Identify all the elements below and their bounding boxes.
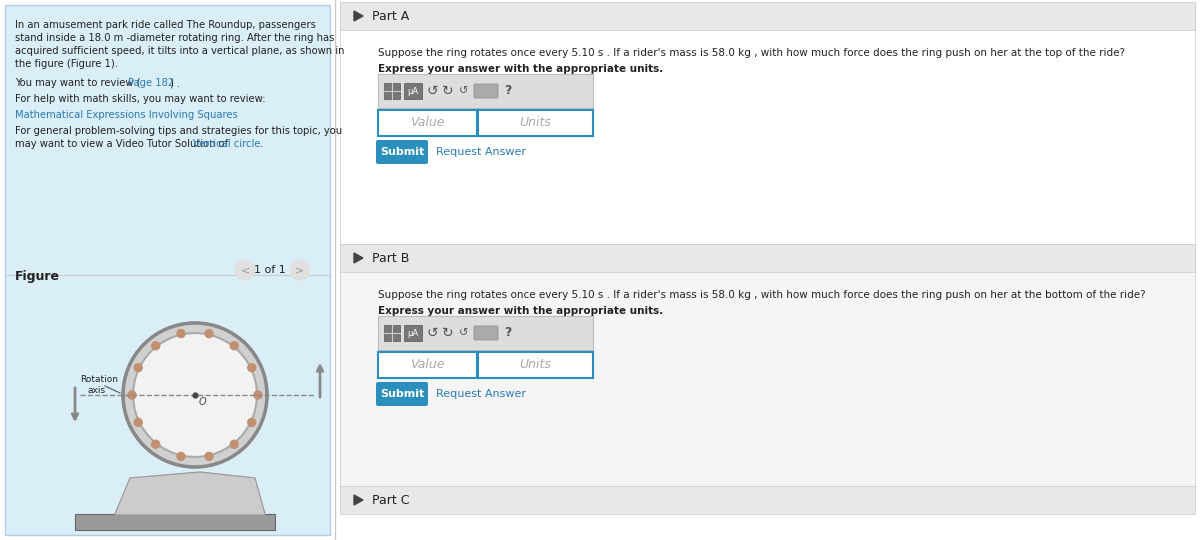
Text: 1 of 1: 1 of 1 <box>254 265 286 275</box>
FancyBboxPatch shape <box>378 316 593 350</box>
Text: may want to view a Video Tutor Solution of: may want to view a Video Tutor Solution … <box>14 139 232 149</box>
Text: stand inside a 18.0 m -diameter rotating ring. After the ring has: stand inside a 18.0 m -diameter rotating… <box>14 33 335 43</box>
Text: .: . <box>260 139 263 149</box>
FancyBboxPatch shape <box>384 83 400 99</box>
FancyBboxPatch shape <box>404 325 422 341</box>
Circle shape <box>230 440 239 448</box>
Circle shape <box>235 260 256 280</box>
Text: Units: Units <box>520 359 551 372</box>
Text: <: < <box>240 265 250 275</box>
Text: Suppose the ring rotates once every 5.10 s . If a rider's mass is 58.0 kg , with: Suppose the ring rotates once every 5.10… <box>378 48 1126 58</box>
Text: Value: Value <box>410 117 445 130</box>
Text: Part C: Part C <box>372 494 409 507</box>
Bar <box>340 0 1195 540</box>
FancyBboxPatch shape <box>74 514 275 530</box>
Polygon shape <box>354 495 364 505</box>
Circle shape <box>151 440 160 448</box>
Circle shape <box>151 342 160 350</box>
Text: Figure: Figure <box>14 270 60 283</box>
FancyBboxPatch shape <box>376 140 428 164</box>
Text: ↺: ↺ <box>426 84 438 98</box>
Text: Express your answer with the appropriate units.: Express your answer with the appropriate… <box>378 306 664 316</box>
Text: acquired sufficient speed, it tilts into a vertical plane, as shown in: acquired sufficient speed, it tilts into… <box>14 46 344 56</box>
Text: Part A: Part A <box>372 10 409 23</box>
Text: Part B: Part B <box>372 252 409 265</box>
Text: Vertical circle: Vertical circle <box>193 139 260 149</box>
Text: Units: Units <box>520 117 551 130</box>
FancyBboxPatch shape <box>378 352 476 378</box>
Bar <box>340 244 1195 486</box>
Text: Request Answer: Request Answer <box>436 147 526 157</box>
Circle shape <box>205 329 214 338</box>
Circle shape <box>247 418 256 427</box>
FancyBboxPatch shape <box>474 84 498 98</box>
FancyBboxPatch shape <box>478 352 593 378</box>
FancyBboxPatch shape <box>378 352 593 378</box>
Text: In an amusement park ride called The Roundup, passengers: In an amusement park ride called The Rou… <box>14 20 316 30</box>
Text: μA: μA <box>408 86 419 96</box>
Circle shape <box>134 363 143 372</box>
Circle shape <box>247 363 256 372</box>
Text: the figure (Figure 1).: the figure (Figure 1). <box>14 59 118 69</box>
Text: ↻: ↻ <box>442 84 454 98</box>
Text: ) .: ) . <box>170 78 180 88</box>
Bar <box>340 2 1195 244</box>
Circle shape <box>205 453 214 461</box>
Bar <box>340 2 1195 30</box>
Text: ↺: ↺ <box>460 86 469 96</box>
Text: ↺: ↺ <box>426 326 438 340</box>
Text: Submit: Submit <box>380 147 424 157</box>
Circle shape <box>290 260 310 280</box>
Text: ↻: ↻ <box>442 326 454 340</box>
Text: ↺: ↺ <box>460 328 469 338</box>
FancyBboxPatch shape <box>378 110 476 136</box>
Circle shape <box>230 342 239 350</box>
Text: For general problem-solving tips and strategies for this topic, you: For general problem-solving tips and str… <box>14 126 342 136</box>
Text: Submit: Submit <box>380 389 424 399</box>
Text: ?: ? <box>504 84 511 98</box>
Text: >: > <box>295 265 305 275</box>
Text: You may want to review (: You may want to review ( <box>14 78 140 88</box>
Text: Mathematical Expressions Involving Squares: Mathematical Expressions Involving Squar… <box>14 110 238 120</box>
FancyBboxPatch shape <box>5 5 330 535</box>
Ellipse shape <box>133 333 257 457</box>
Bar <box>340 244 1195 272</box>
Text: O: O <box>199 397 206 407</box>
Text: Value: Value <box>410 359 445 372</box>
Circle shape <box>254 391 262 399</box>
FancyBboxPatch shape <box>378 74 593 108</box>
FancyBboxPatch shape <box>376 382 428 406</box>
Text: For help with math skills, you may want to review:: For help with math skills, you may want … <box>14 94 265 104</box>
FancyBboxPatch shape <box>478 110 593 136</box>
Text: Express your answer with the appropriate units.: Express your answer with the appropriate… <box>378 64 664 74</box>
Text: Rotation: Rotation <box>80 375 118 384</box>
FancyBboxPatch shape <box>474 326 498 340</box>
Ellipse shape <box>124 323 266 467</box>
Bar <box>340 486 1195 514</box>
Text: Page 182: Page 182 <box>128 78 174 88</box>
Text: ?: ? <box>504 327 511 340</box>
Circle shape <box>128 391 136 399</box>
Circle shape <box>176 453 185 461</box>
Circle shape <box>134 418 143 427</box>
Text: μA: μA <box>408 328 419 338</box>
Text: Suppose the ring rotates once every 5.10 s . If a rider's mass is 58.0 kg , with: Suppose the ring rotates once every 5.10… <box>378 290 1146 300</box>
FancyBboxPatch shape <box>378 110 593 136</box>
Text: Request Answer: Request Answer <box>436 389 526 399</box>
Circle shape <box>176 329 185 338</box>
Text: axis: axis <box>88 386 106 395</box>
Polygon shape <box>354 11 364 21</box>
Polygon shape <box>354 253 364 263</box>
Polygon shape <box>115 472 265 514</box>
FancyBboxPatch shape <box>384 325 400 341</box>
FancyBboxPatch shape <box>404 83 422 99</box>
